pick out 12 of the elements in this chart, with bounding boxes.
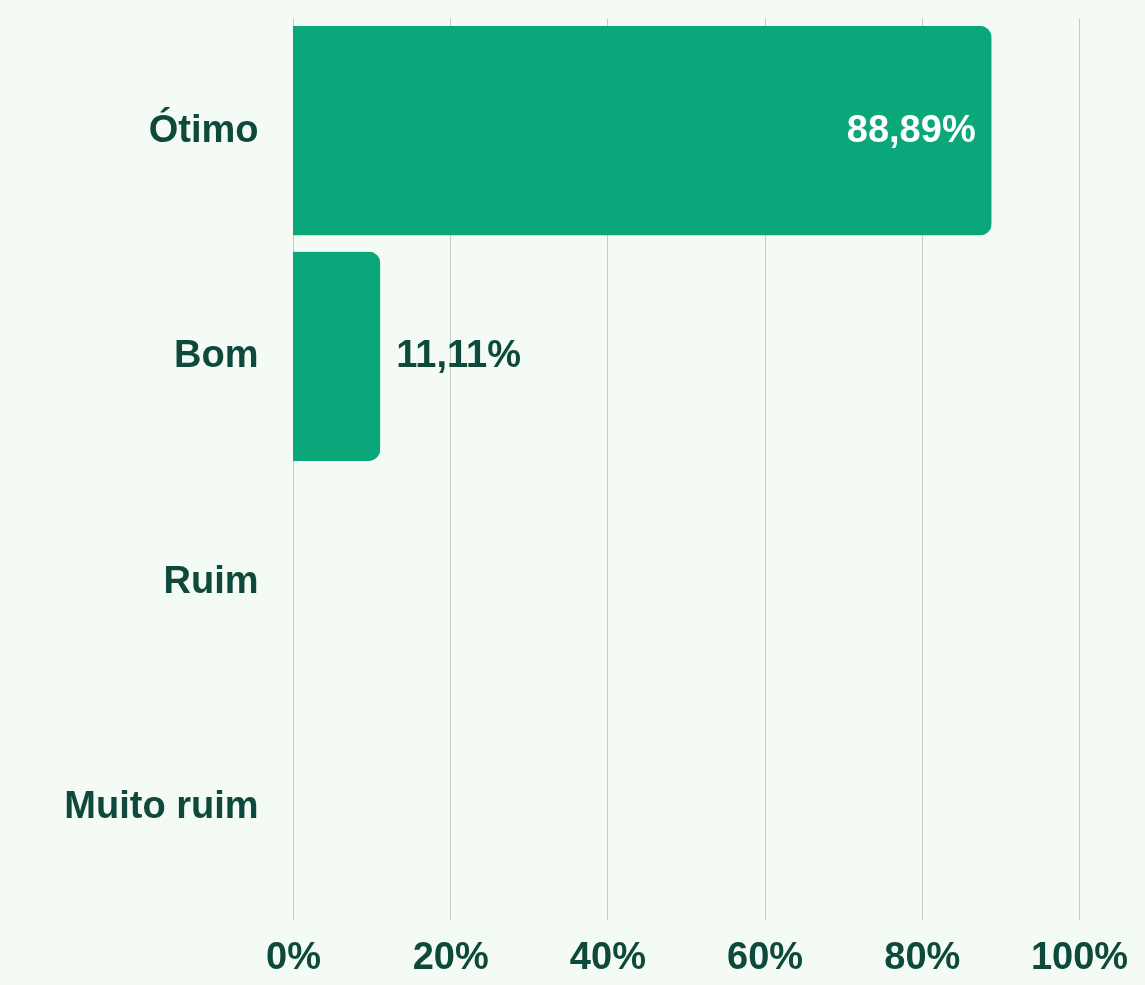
x-tick-label: 100% (1030, 934, 1129, 977)
x-tick-label: 40% (569, 934, 646, 977)
data-label: 88,89% (846, 107, 976, 150)
y-tick-label: Ótimo (148, 106, 259, 150)
data-label: 11,11% (396, 333, 522, 376)
x-tick-label: 20% (412, 934, 489, 977)
y-tick-label: Bom (174, 333, 259, 376)
y-tick-label: Muito ruim (64, 784, 259, 827)
x-tick-label: 0% (266, 934, 321, 977)
x-tick-label: 60% (727, 934, 804, 977)
y-tick-label: Ruim (163, 558, 259, 601)
x-tick-label: 80% (884, 934, 961, 977)
